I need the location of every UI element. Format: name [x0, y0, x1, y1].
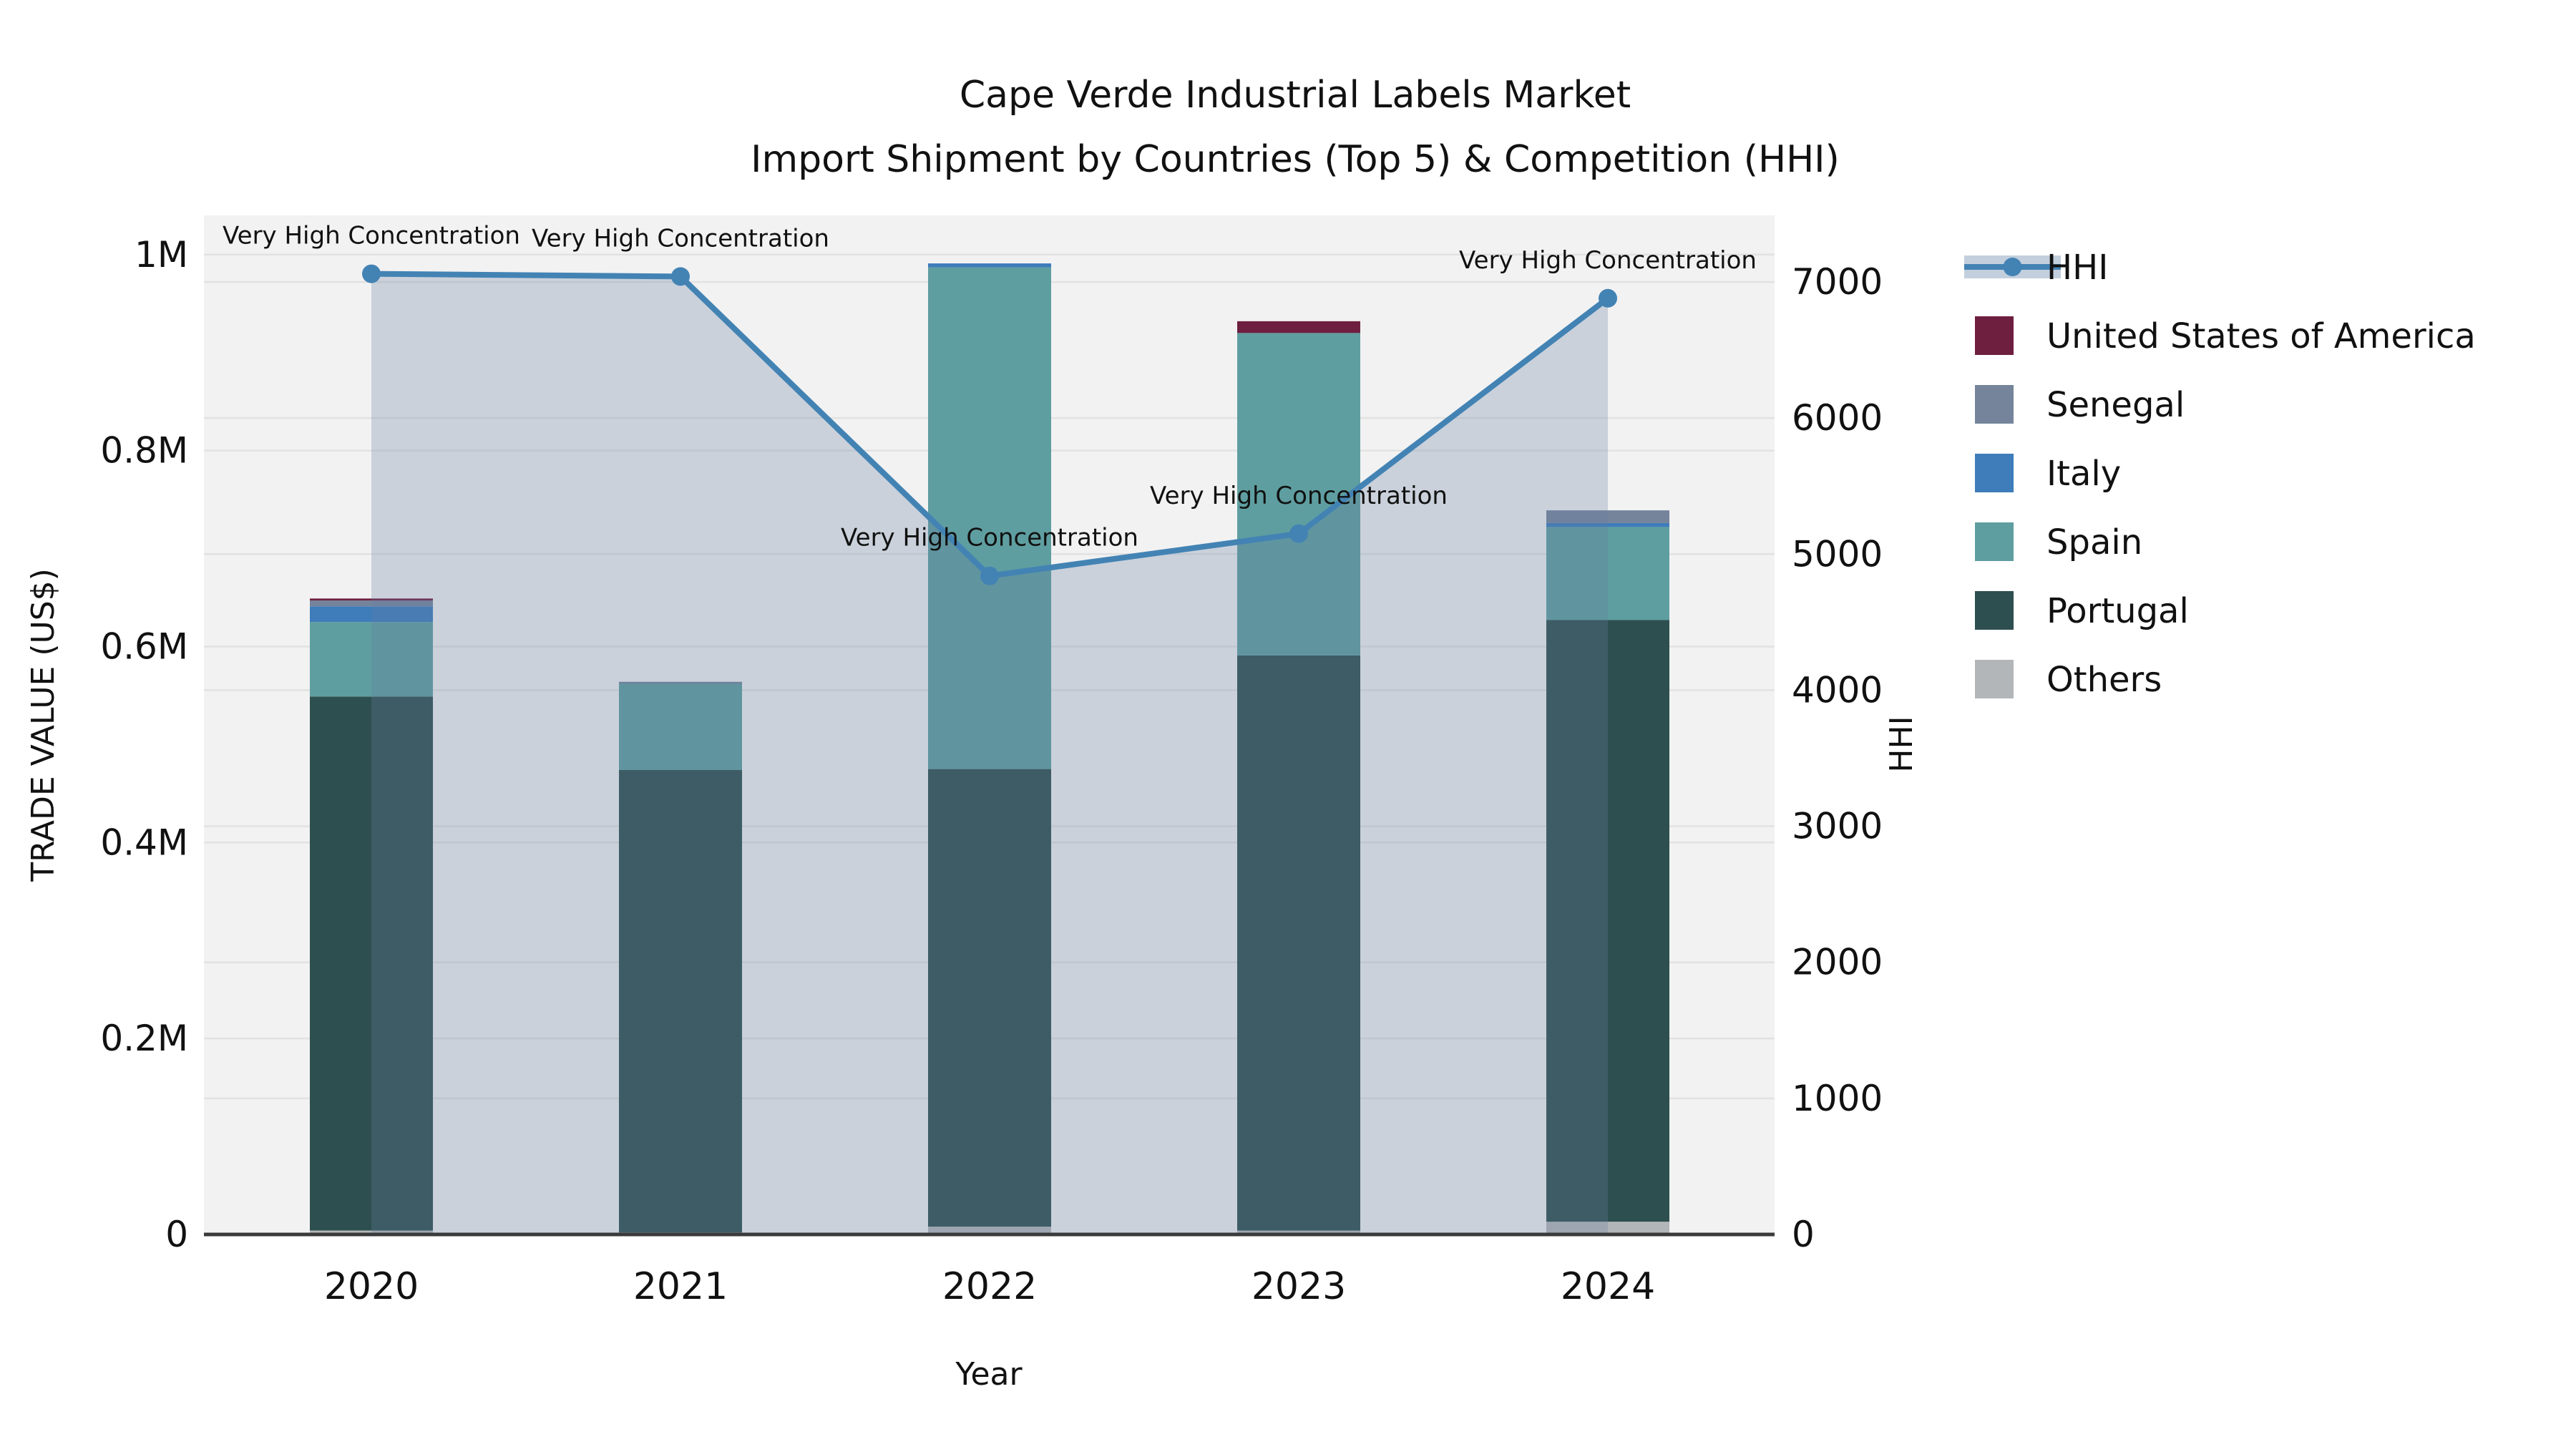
y-right-tick-0: 0 — [1792, 1214, 1815, 1255]
bar-segment-2024-portugal — [1546, 620, 1669, 1222]
legend-label: HHI — [2046, 248, 2108, 288]
legend-label: Italy — [2046, 454, 2121, 494]
bar-segment-2024-senegal — [1546, 510, 1669, 523]
x-tick-2021: 2021 — [633, 1265, 728, 1308]
bar-segment-2024-others — [1546, 1222, 1669, 1234]
chart-title-line1: Cape Verde Industrial Labels Market — [960, 74, 1631, 117]
hhi-marker-2022 — [980, 566, 999, 585]
legend-label: Spain — [2046, 522, 2142, 562]
bar-segment-2020-portugal — [310, 696, 433, 1231]
y-right-axis-title: HHI — [1883, 716, 1920, 772]
annotation-2023: Very High Concentration — [1150, 482, 1448, 510]
y-left-tick-0.8M: 0.8M — [100, 430, 188, 472]
y-left-tick-1M: 1M — [135, 234, 188, 276]
legend-swatch — [1975, 454, 2014, 492]
annotation-2021: Very High Concentration — [532, 224, 829, 253]
x-tick-2020: 2020 — [324, 1265, 419, 1308]
bar-segment-2021-senegal — [619, 681, 742, 684]
bar-segment-2023-united-states-of-america — [1237, 321, 1360, 333]
legend-label: United States of America — [2046, 316, 2476, 356]
bar-segment-2020-spain — [310, 622, 433, 697]
legend-item-italy: Italy — [1975, 454, 2121, 494]
legend-item-united-states-of-america: United States of America — [1975, 316, 2476, 356]
y-left-tick-0: 0 — [165, 1214, 188, 1255]
hhi-marker-2020 — [362, 264, 381, 283]
y-left-tick-0.4M: 0.4M — [100, 822, 188, 863]
bar-segment-2020-united-states-of-america — [310, 598, 433, 601]
hhi-marker-2024 — [1599, 288, 1617, 308]
bar-segment-2021-spain — [619, 683, 742, 770]
x-tick-2022: 2022 — [942, 1265, 1037, 1308]
legend-item-senegal: Senegal — [1975, 385, 2185, 425]
hhi-line — [362, 264, 1617, 585]
chart-title: Cape Verde Industrial Labels Market Impo… — [751, 74, 1840, 181]
legend: HHI United States of America Senegal Italy S… — [1964, 248, 2476, 700]
x-tick-2023: 2023 — [1252, 1265, 1346, 1308]
hhi-annotations: Very High Concentration Very High Concent… — [223, 222, 1757, 552]
legend-item-portugal: Portugal — [1975, 591, 2189, 631]
bar-segment-2024-spain — [1546, 527, 1669, 620]
chart-title-line2: Import Shipment by Countries (Top 5) & C… — [751, 138, 1840, 181]
legend-item-others: Others — [1975, 660, 2162, 700]
bar-segment-2022-others — [928, 1227, 1051, 1234]
legend-item-hhi: HHI — [1964, 248, 2108, 288]
bar-segment-2020-senegal — [310, 600, 433, 607]
y-right-tick-4000: 4000 — [1792, 669, 1883, 711]
bar-segment-2021-portugal — [619, 769, 742, 1233]
y-right-tick-6000: 6000 — [1792, 397, 1883, 439]
legend-label: Others — [2046, 660, 2162, 700]
x-tick-2024: 2024 — [1561, 1265, 1655, 1308]
bar-segment-2023-others — [1237, 1230, 1360, 1234]
legend-swatch — [1975, 660, 2014, 698]
x-axis-title: Year — [955, 1356, 1023, 1393]
stacked-bars — [310, 263, 1669, 1234]
y-left-tick-0.2M: 0.2M — [100, 1018, 188, 1059]
bar-segment-2023-spain — [1237, 333, 1360, 656]
axis-tick-labels: 0 0.2M 0.4M 0.6M 0.8M 1M 0 1000 2000 3000 4000 5000… — [100, 234, 1883, 1308]
annotation-2022: Very High Concentration — [841, 524, 1138, 552]
annotation-2024: Very High Concentration — [1459, 246, 1757, 275]
bar-segment-2020-italy — [310, 606, 433, 623]
legend-swatch — [1975, 591, 2014, 630]
y-right-tick-7000: 7000 — [1792, 261, 1883, 303]
bar-segment-2023-portugal — [1237, 655, 1360, 1231]
y-right-tick-2000: 2000 — [1792, 942, 1883, 983]
y-left-tick-0.6M: 0.6M — [100, 625, 188, 667]
legend-label: Senegal — [2046, 385, 2185, 425]
axis-titles: TRADE VALUE (US$) HHI Year — [25, 568, 1920, 1393]
y-right-tick-3000: 3000 — [1792, 806, 1883, 847]
hhi-area — [371, 273, 1608, 1234]
y-left-axis-title: TRADE VALUE (US$) — [25, 568, 62, 882]
legend-swatch — [1975, 385, 2014, 424]
hhi-area-fill — [371, 273, 1608, 1234]
legend-item-spain: Spain — [1975, 522, 2142, 562]
hhi-legend-marker — [2003, 258, 2022, 276]
bar-segment-2022-portugal — [928, 769, 1051, 1227]
bar-segment-2022-italy — [928, 263, 1051, 268]
bar-segment-2020-others — [310, 1230, 433, 1234]
bar-segment-2024-italy — [1546, 522, 1669, 527]
y-right-tick-5000: 5000 — [1792, 533, 1883, 575]
legend-swatch — [1975, 316, 2014, 355]
hhi-marker-2021 — [671, 267, 690, 286]
hhi-marker-2023 — [1289, 524, 1308, 543]
annotation-2020: Very High Concentration — [223, 222, 520, 250]
legend-swatch — [1975, 522, 2014, 561]
bar-segment-2022-spain — [928, 267, 1051, 769]
y-right-tick-1000: 1000 — [1792, 1078, 1883, 1119]
legend-label: Portugal — [2046, 591, 2189, 631]
